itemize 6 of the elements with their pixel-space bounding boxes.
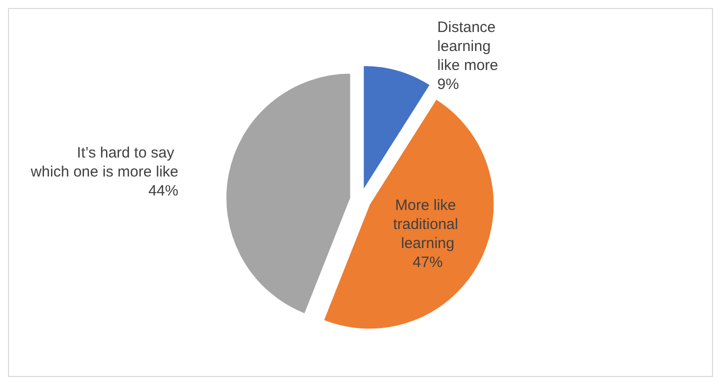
slice-label: More like traditional learning bbox=[393, 197, 462, 252]
data-label: 44% bbox=[148, 182, 178, 200]
slice-label: It’s hard to say which one is more like bbox=[30, 144, 178, 180]
data-label: 47% bbox=[412, 254, 443, 272]
slice-label: Distance learning like more bbox=[437, 19, 500, 74]
data-label: 9% bbox=[437, 76, 459, 94]
